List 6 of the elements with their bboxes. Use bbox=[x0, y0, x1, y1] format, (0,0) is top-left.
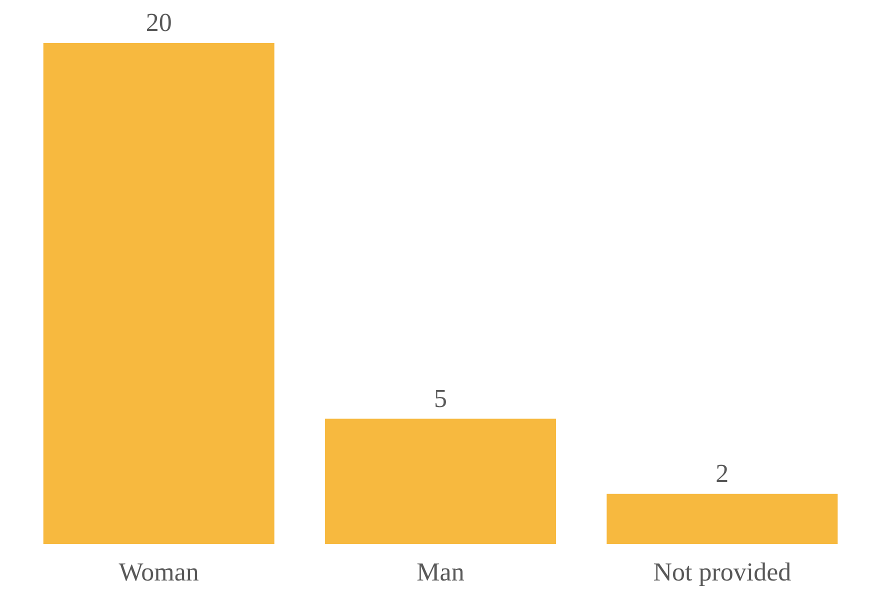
data-label: 20 bbox=[146, 8, 172, 37]
x-tick-label: Woman bbox=[118, 557, 199, 586]
data-label: 2 bbox=[716, 458, 729, 488]
x-tick-label: Not provided bbox=[653, 557, 792, 586]
x-tick-label: Man bbox=[416, 557, 464, 586]
data-label: 5 bbox=[434, 384, 448, 413]
